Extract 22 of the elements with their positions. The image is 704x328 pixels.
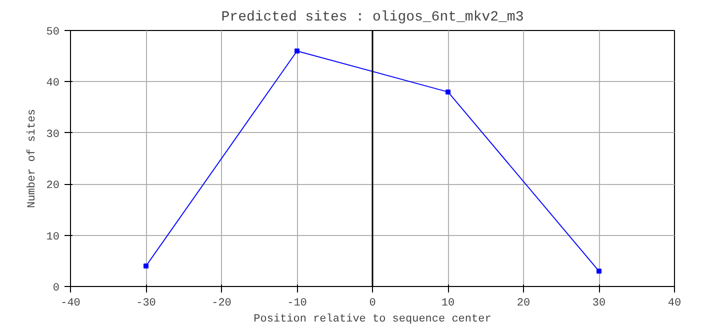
x-tick-label: -20 bbox=[212, 298, 232, 310]
y-tick-label: 20 bbox=[46, 180, 60, 192]
y-tick-label: 50 bbox=[46, 26, 60, 38]
point bbox=[596, 268, 602, 274]
y-tick-label: 0 bbox=[52, 282, 60, 294]
x-tick-label: 30 bbox=[592, 298, 606, 310]
point bbox=[144, 264, 148, 269]
x-tick-label: 20 bbox=[516, 298, 530, 310]
y-tick-label: 30 bbox=[46, 128, 60, 141]
x-tick-label: -30 bbox=[136, 298, 156, 310]
x-tick-label: -10 bbox=[287, 298, 307, 310]
x-tick-label: -40 bbox=[60, 298, 80, 310]
x-tick-label: 10 bbox=[441, 298, 455, 310]
point bbox=[446, 89, 450, 94]
point bbox=[294, 48, 300, 54]
y-tick-label: 40 bbox=[46, 78, 60, 90]
y-axis-title: Number of sites bbox=[26, 108, 38, 208]
x-tick-label: 40 bbox=[668, 298, 682, 310]
chart-title: Predicted sites : oligos_6nt_mkv2_m3 bbox=[221, 10, 524, 26]
x-axis-title: Position relative to sequence center bbox=[254, 314, 492, 326]
y-tick-label: 10 bbox=[46, 231, 60, 244]
x-tick-label: 0 bbox=[369, 298, 376, 310]
